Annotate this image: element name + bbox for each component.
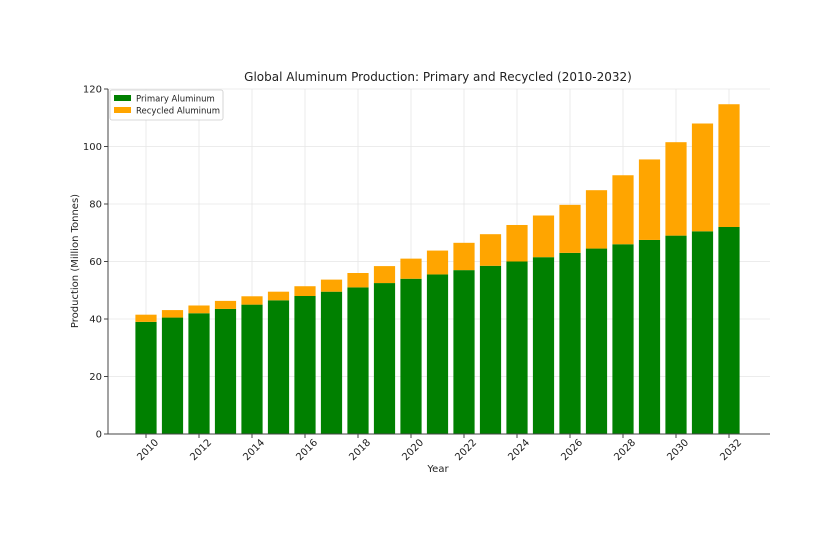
bar-primary-2031 — [691, 231, 714, 434]
bar-recycled-2027 — [585, 190, 608, 249]
chart-title: Global Aluminum Production: Primary and … — [244, 70, 632, 84]
bar-recycled-2015 — [267, 291, 290, 301]
y-tick-label: 20 — [89, 372, 102, 383]
bar-primary-2019 — [373, 283, 396, 434]
x-axis-label: Year — [426, 464, 449, 475]
bar-primary-2014 — [241, 304, 263, 434]
bar-recycled-2031 — [691, 123, 714, 232]
bar-recycled-2025 — [532, 215, 555, 258]
bar-primary-2022 — [453, 270, 475, 434]
y-tick-label: 0 — [96, 430, 102, 441]
bar-recycled-2014 — [241, 296, 263, 305]
bar-recycled-2024 — [506, 224, 528, 262]
bar-primary-2023 — [479, 265, 502, 434]
bar-recycled-2028 — [612, 175, 634, 245]
bar-primary-2010 — [135, 321, 157, 434]
legend: Primary Aluminum Recycled Aluminum — [109, 89, 224, 121]
y-ticks: 0 20 40 60 80 100 120 — [83, 85, 108, 441]
bar-primary-2026 — [559, 252, 581, 434]
bar-primary-2012 — [188, 313, 210, 434]
bar-primary-2021 — [426, 274, 449, 434]
bar-recycled-2032 — [718, 104, 740, 227]
bar-recycled-2021 — [426, 250, 449, 275]
bar-primary-2016 — [294, 296, 316, 434]
y-tick-label: 100 — [83, 142, 102, 153]
bar-recycled-2020 — [400, 258, 422, 279]
legend-box — [109, 89, 224, 121]
bar-primary-2020 — [400, 278, 422, 434]
bar-recycled-2016 — [294, 286, 316, 296]
bar-primary-2015 — [267, 300, 290, 434]
legend-swatch-recycled — [114, 107, 131, 113]
bar-recycled-2030 — [665, 142, 687, 236]
legend-label-primary: Primary Aluminum — [136, 95, 215, 105]
bar-primary-2027 — [585, 248, 608, 434]
bar-recycled-2012 — [188, 305, 210, 314]
bar-primary-2024 — [506, 261, 528, 434]
bar-primary-2017 — [320, 291, 343, 434]
bar-recycled-2029 — [638, 159, 661, 240]
bar-recycled-2018 — [347, 273, 369, 288]
bar-recycled-2017 — [320, 279, 343, 292]
bar-primary-2030 — [665, 235, 687, 434]
bar-recycled-2011 — [161, 310, 184, 318]
bar-recycled-2019 — [373, 266, 396, 284]
y-axis-label: Production (Million Tonnes) — [70, 194, 81, 328]
y-tick-label: 80 — [89, 200, 102, 211]
bar-primary-2032 — [718, 227, 740, 434]
bars — [135, 104, 740, 434]
bar-primary-2028 — [612, 244, 634, 434]
y-tick-label: 120 — [83, 85, 102, 96]
bar-recycled-2010 — [135, 314, 157, 322]
legend-swatch-primary — [114, 95, 131, 101]
bar-recycled-2023 — [479, 234, 502, 266]
bar-primary-2018 — [347, 287, 369, 434]
bar-primary-2011 — [161, 317, 184, 434]
bar-primary-2025 — [532, 257, 555, 434]
bar-primary-2013 — [214, 308, 237, 434]
bar-primary-2029 — [638, 239, 661, 434]
legend-label-recycled: Recycled Aluminum — [136, 107, 220, 117]
bar-recycled-2026 — [559, 204, 581, 253]
bar-recycled-2022 — [453, 242, 475, 271]
y-tick-label: 60 — [89, 257, 102, 268]
bar-recycled-2013 — [214, 300, 237, 309]
y-tick-label: 40 — [89, 315, 102, 326]
